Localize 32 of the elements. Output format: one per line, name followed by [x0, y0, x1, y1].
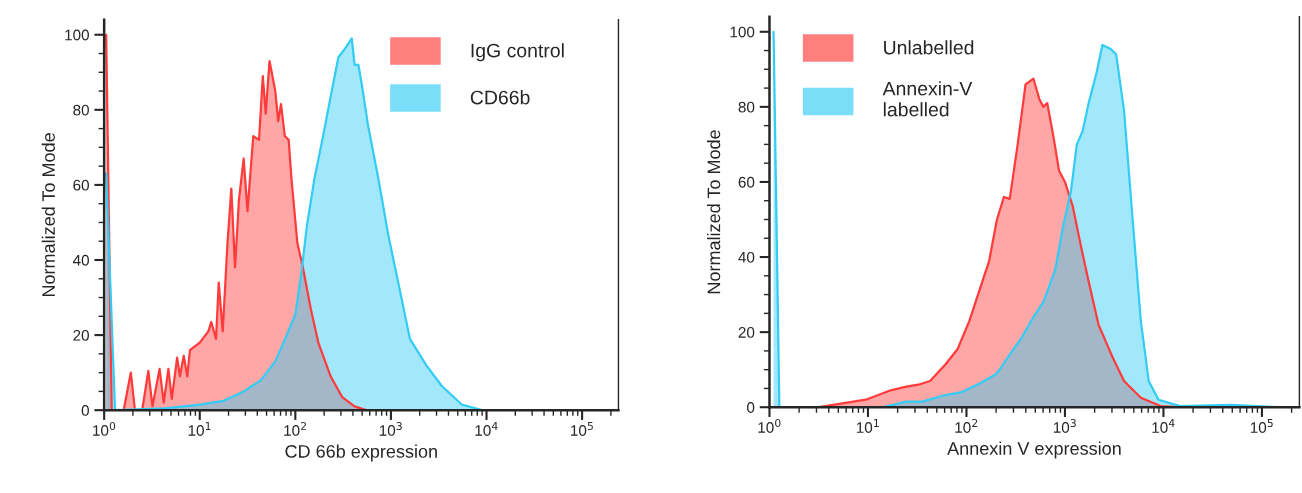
y-tick-label: 100 [730, 26, 755, 38]
y-tick-label: 0 [81, 405, 89, 416]
y-tick-label: 60 [73, 179, 89, 191]
x-tick-label: 10$^{2}$ [955, 418, 978, 433]
x-tick-label: 10$^{5}$ [1250, 419, 1273, 433]
x-axis-title: CD 66b expression [285, 444, 437, 462]
legend-label: Unlabelled [884, 40, 974, 55]
y-tick-label: 80 [73, 104, 89, 116]
y-tick-label: 0 [747, 402, 755, 413]
y-tick-label: 20 [73, 329, 89, 341]
legend-label: CD66b [470, 90, 530, 105]
x-tick-label: 10$^{0}$ [93, 421, 116, 436]
x-tick-label: 10$^{4}$ [475, 422, 498, 436]
y-axis-title: Normalized To Mode [41, 133, 55, 297]
x-tick-label: 10$^{5}$ [571, 422, 593, 436]
x-tick-label: 10$^{3}$ [1053, 418, 1076, 433]
y-tick-label: 40 [72, 254, 89, 266]
x-tick-label: 10$^{1}$ [188, 422, 211, 436]
legend-label: Annexin-V labelled [882, 81, 973, 117]
x-tick-label: 10$^{1}$ [856, 419, 879, 433]
legend-label: IgG control [471, 43, 564, 62]
y-tick-label: 20 [738, 327, 755, 338]
y-tick-label: 40 [738, 251, 755, 263]
x-axis-title: Annexin V expression [947, 441, 1121, 459]
x-tick-label: 10$^{4}$ [1152, 419, 1175, 433]
y-axis-title: Normalized To Mode [707, 130, 721, 294]
x-tick-label: 10$^{3}$ [379, 421, 402, 436]
y-tick-label: 80 [738, 101, 755, 113]
y-tick-label: 100 [65, 29, 89, 41]
x-tick-label: 10$^{2}$ [284, 421, 306, 436]
y-tick-label: 60 [738, 176, 755, 188]
x-tick-label: 10$^{0}$ [758, 418, 781, 433]
